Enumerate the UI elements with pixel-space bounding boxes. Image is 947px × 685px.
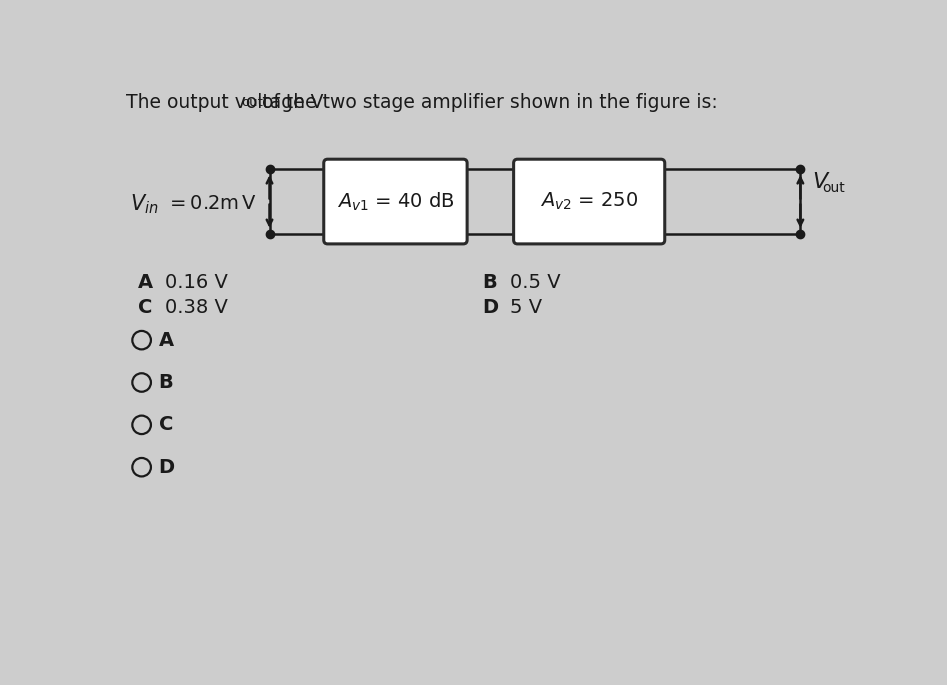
- Text: B: B: [483, 273, 497, 292]
- Text: $\mathit{V}_{in}$: $\mathit{V}_{in}$: [130, 192, 158, 216]
- Text: $A_{v2}$ = 250: $A_{v2}$ = 250: [540, 191, 638, 212]
- Text: The output voltage V: The output voltage V: [126, 93, 324, 112]
- Text: C: C: [159, 415, 173, 434]
- Circle shape: [133, 373, 151, 392]
- Text: 0.38 V: 0.38 V: [165, 298, 227, 316]
- Text: $A_{v1}$ = 40 dB: $A_{v1}$ = 40 dB: [336, 190, 455, 213]
- FancyBboxPatch shape: [324, 159, 467, 244]
- Text: $= 0.2\mathrm{m\,V}$: $= 0.2\mathrm{m\,V}$: [167, 195, 258, 213]
- Text: C: C: [137, 298, 152, 316]
- Text: out: out: [241, 96, 262, 109]
- Circle shape: [133, 331, 151, 349]
- Text: 0.5 V: 0.5 V: [509, 273, 561, 292]
- Text: D: D: [483, 298, 499, 316]
- Text: out: out: [822, 182, 845, 195]
- FancyBboxPatch shape: [513, 159, 665, 244]
- Text: D: D: [159, 458, 175, 477]
- Text: B: B: [159, 373, 173, 392]
- Text: A: A: [159, 331, 174, 349]
- Circle shape: [133, 458, 151, 477]
- Text: 0.16 V: 0.16 V: [165, 273, 227, 292]
- Text: of the two stage amplifier shown in the figure is:: of the two stage amplifier shown in the …: [256, 93, 717, 112]
- Text: A: A: [137, 273, 152, 292]
- Text: 5 V: 5 V: [509, 298, 542, 316]
- Text: $\mathit{V}$: $\mathit{V}$: [812, 173, 831, 192]
- Circle shape: [133, 416, 151, 434]
